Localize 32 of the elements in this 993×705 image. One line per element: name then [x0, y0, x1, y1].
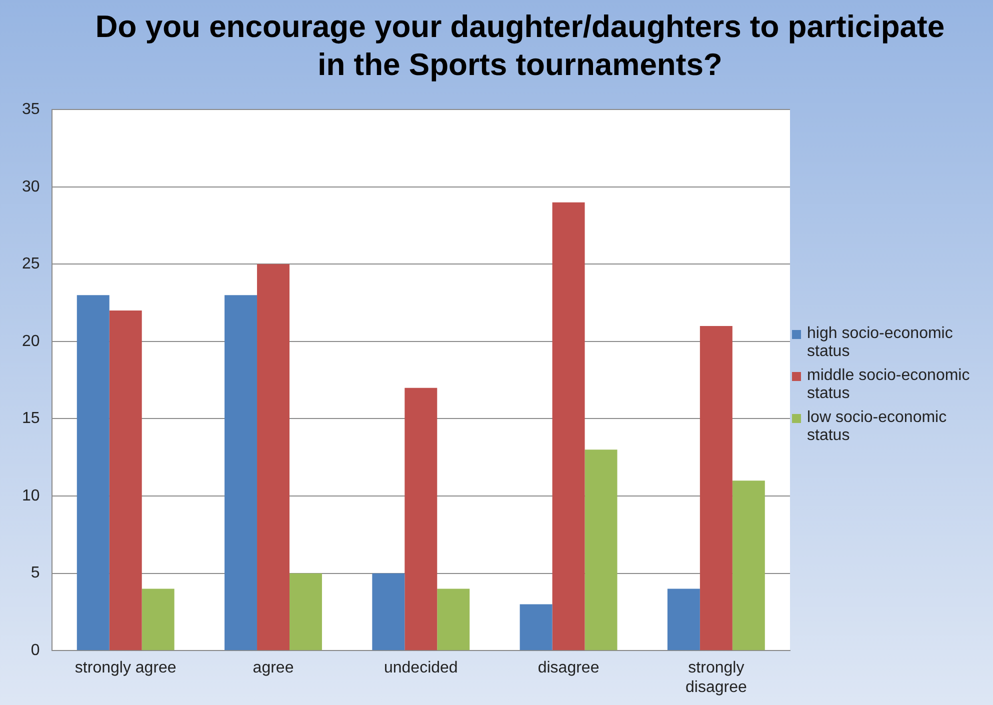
bar	[437, 588, 470, 650]
bar	[290, 573, 322, 650]
x-tick-label: strongly agree	[74, 660, 176, 677]
bar	[700, 326, 732, 650]
y-tick-label: 20	[22, 332, 40, 350]
bar	[404, 388, 438, 650]
y-tick-label: 25	[22, 256, 40, 273]
bar	[584, 450, 618, 650]
legend-label: middle socio-economic status	[807, 367, 971, 403]
y-tick-label: 0	[30, 642, 40, 660]
y-tick-label: 5	[30, 564, 40, 582]
bar	[257, 264, 290, 650]
y-tick-label: 15	[22, 410, 40, 428]
x-tick-label: undecided	[384, 660, 458, 677]
bar	[732, 480, 765, 650]
chart-title: Do you encourage your daughter/daughters to participate in the Sports tournaments?	[94, 8, 946, 84]
x-tick-label: strongly disagree	[685, 660, 747, 696]
bar	[76, 295, 110, 650]
bar	[667, 588, 700, 650]
y-tick-label: 10	[22, 487, 40, 504]
x-tick-label: agree	[252, 660, 294, 677]
bar	[142, 588, 174, 650]
bar	[109, 310, 142, 650]
x-tick-label: disagree	[538, 660, 600, 677]
legend-label: low socio-economic status	[807, 409, 948, 445]
bar	[224, 295, 258, 650]
bar	[520, 604, 552, 650]
bar	[552, 202, 585, 650]
y-tick-label: 30	[22, 178, 40, 196]
bar	[372, 573, 405, 650]
y-tick-label: 35	[22, 101, 40, 118]
legend-label: high socio-economic status	[807, 325, 954, 361]
